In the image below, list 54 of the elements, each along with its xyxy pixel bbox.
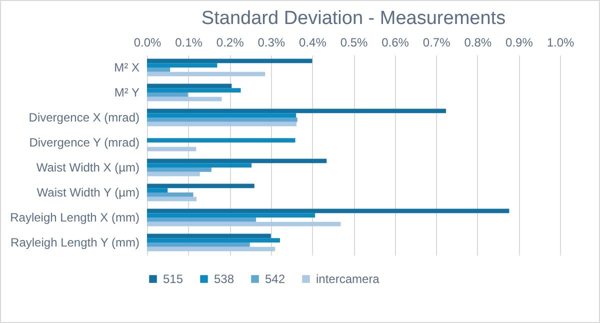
bar [147, 192, 194, 197]
bar [147, 158, 327, 164]
bar [147, 58, 312, 64]
bar [147, 246, 276, 252]
bar [147, 146, 196, 152]
y-tick-label: Rayleigh Length X (mm) [10, 210, 140, 224]
x-tick-label: 0.2% [216, 36, 244, 50]
bar [147, 196, 197, 202]
legend-label: 515 [163, 272, 184, 286]
bar [147, 63, 218, 68]
y-tick-label: Rayleigh Length Y (mm) [10, 236, 140, 250]
bar [147, 96, 222, 102]
bar [147, 68, 170, 72]
y-tick-label: Waist Width X (µm) [36, 160, 140, 174]
bar [147, 108, 446, 114]
legend-label: 542 [265, 272, 286, 286]
bar [147, 138, 296, 142]
y-tick-label: M² Y [114, 86, 140, 100]
bar [147, 238, 280, 242]
x-tick-label: 0.4% [299, 36, 327, 50]
bar [147, 242, 250, 247]
bar [147, 184, 254, 188]
bar [147, 163, 252, 168]
bar [147, 208, 510, 214]
bar [147, 168, 212, 172]
bar [147, 234, 271, 238]
x-tick-label: 1.0% [546, 36, 574, 50]
x-tick-label: 0.1% [175, 36, 203, 50]
x-tick-label: 0.8% [464, 36, 492, 50]
bar [147, 222, 341, 226]
x-tick-label: 0.0% [134, 36, 162, 50]
bar [147, 84, 232, 88]
y-tick-label: Waist Width Y (µm) [36, 186, 140, 200]
legend-label: intercamera [316, 272, 380, 286]
bar [147, 113, 296, 118]
x-tick-label: 0.6% [382, 36, 410, 50]
y-tick-label: Divergence X (mrad) [28, 110, 140, 124]
legend-label: 538 [214, 272, 234, 286]
bar [147, 92, 188, 97]
bar [147, 218, 256, 222]
bar [147, 88, 241, 92]
chart-title: Standard Deviation - Measurements [201, 8, 506, 29]
bar [147, 118, 298, 122]
bar [147, 213, 316, 218]
bar [147, 122, 297, 126]
bar [147, 72, 266, 76]
x-tick-label: 0.9% [506, 36, 534, 50]
y-tick-label: M² X [114, 60, 140, 74]
y-tick-label: Divergence Y (mrad) [29, 136, 140, 150]
x-tick-label: 0.7% [422, 36, 451, 50]
x-tick-label: 0.3% [258, 36, 286, 50]
bar [147, 172, 200, 176]
x-tick-label: 0.5% [340, 36, 368, 50]
bar [147, 188, 168, 192]
